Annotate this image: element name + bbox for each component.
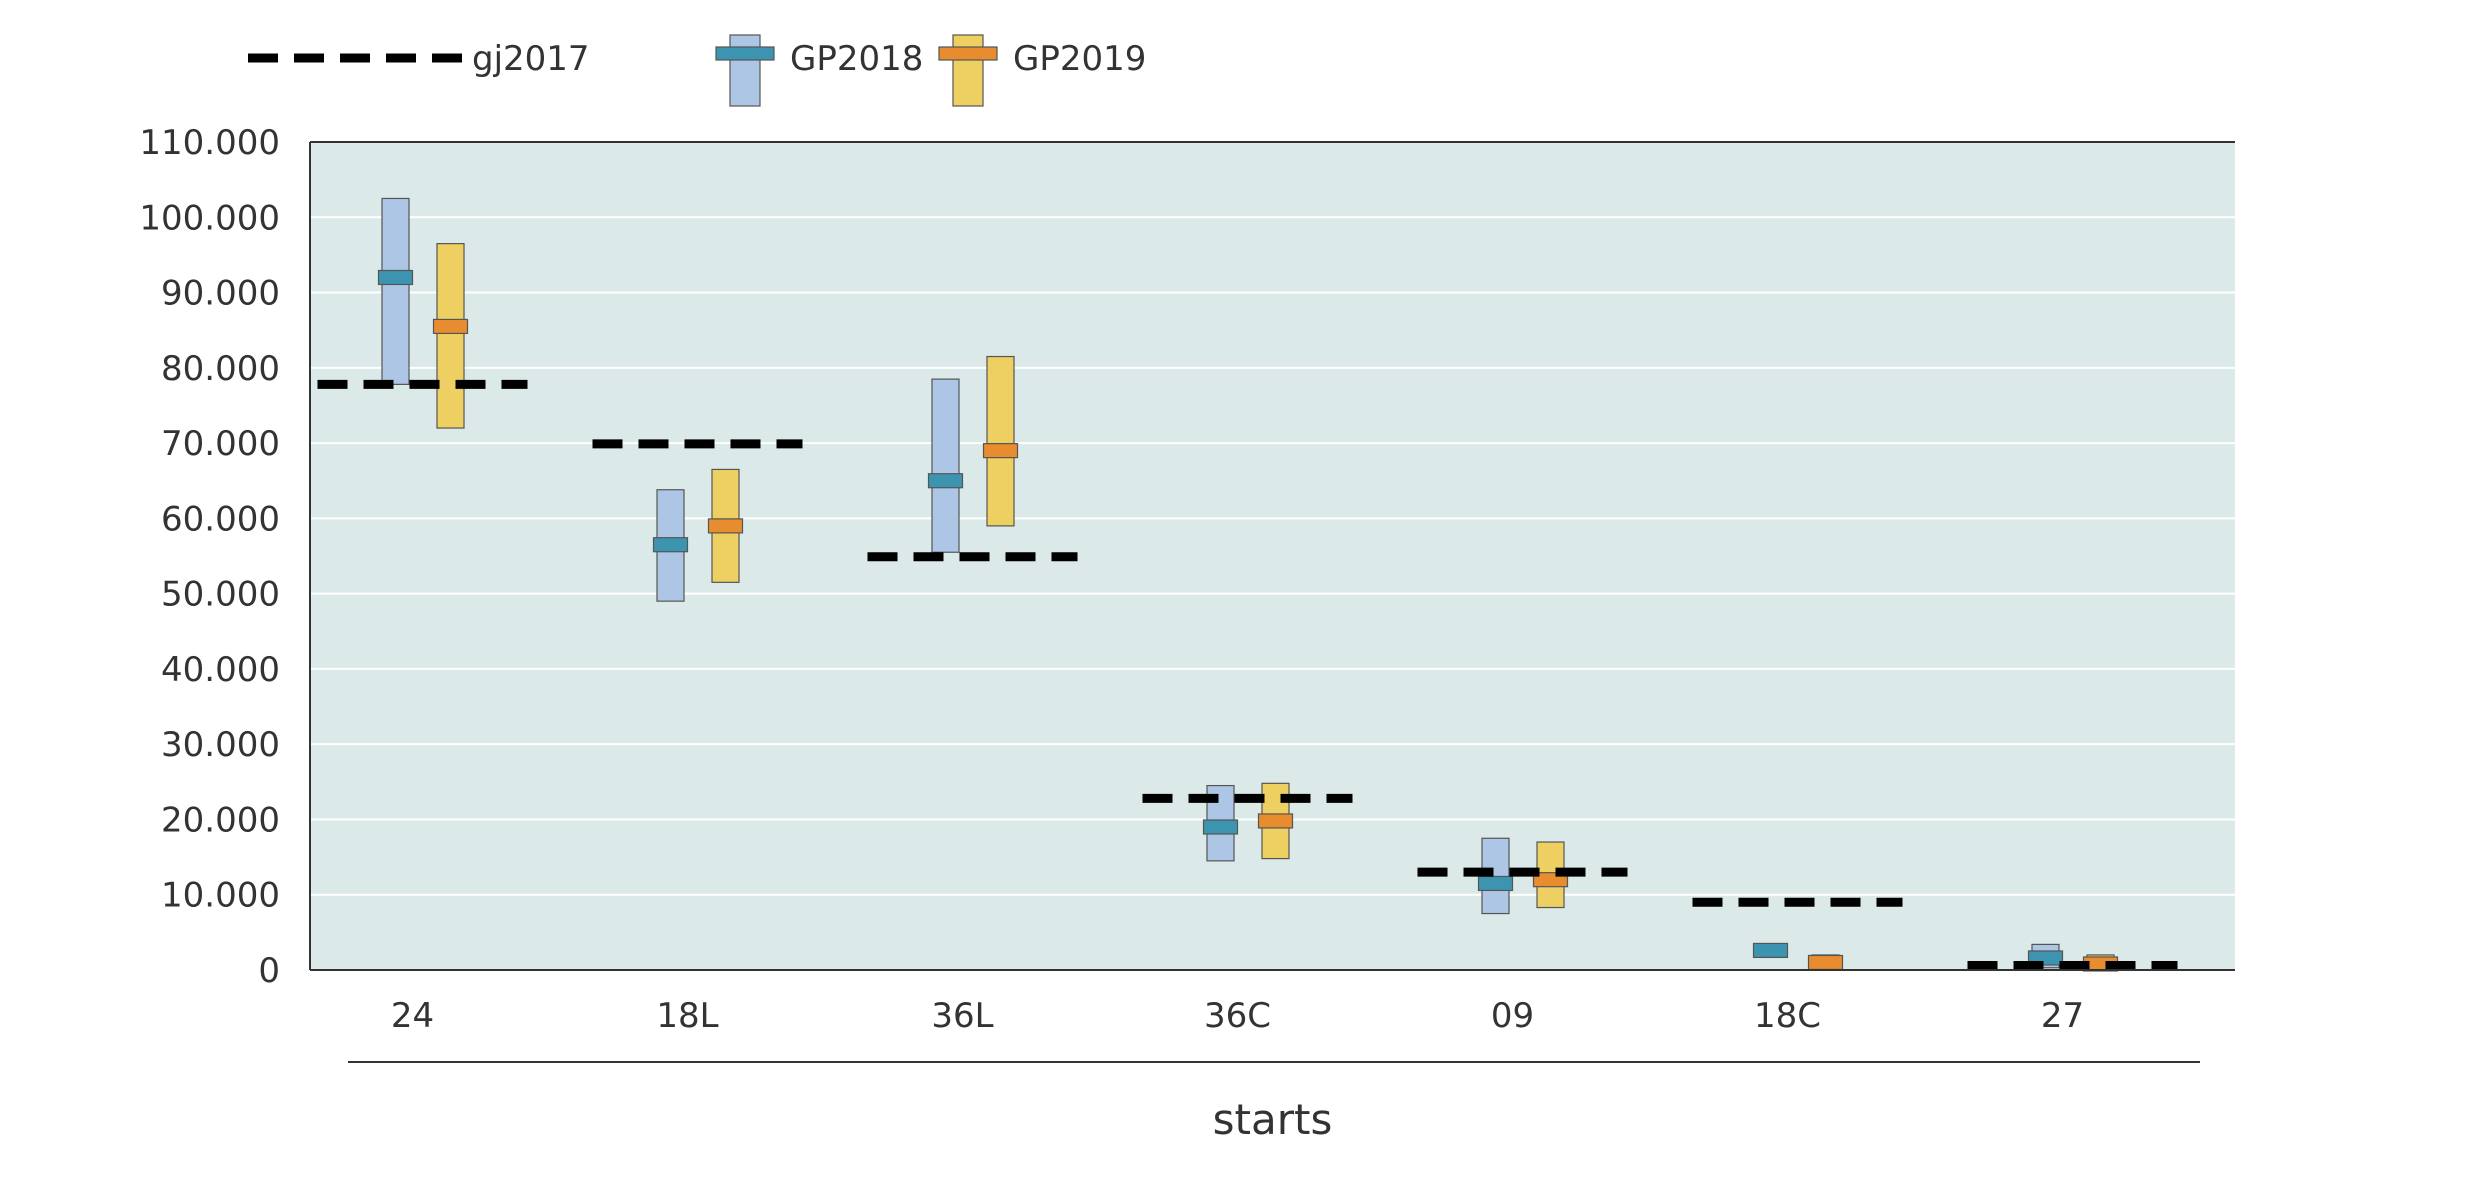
legend: gj2017 GP2018 GP2019 (248, 34, 1146, 107)
chart-marks (317, 197, 2178, 972)
x-tick-label: 18L (656, 996, 718, 1036)
median-marker (707, 518, 744, 534)
legend-label: GP2019 (1013, 39, 1146, 79)
legend-item-GP2019: GP2019 (938, 34, 1146, 107)
range-box (381, 197, 410, 385)
x-tick-label: 36L (931, 996, 993, 1036)
series-GP2019 (432, 243, 2119, 972)
median-marker (1807, 954, 1844, 971)
x-tick-label: 09 (1491, 996, 1534, 1036)
median-marker (432, 318, 469, 335)
legend-swatch (952, 34, 984, 107)
legend-label: gj2017 (472, 39, 590, 79)
y-tick-label: 20.000 (161, 800, 280, 840)
median-marker (927, 473, 964, 489)
legend-label: GP2018 (790, 39, 923, 79)
y-tick-label: 70.000 (161, 424, 280, 464)
series-gj2017 (317, 379, 2178, 970)
range-box (931, 378, 960, 553)
median-marker (1257, 813, 1294, 829)
x-tick-label: 24 (391, 996, 434, 1036)
x-tick-label: 27 (2041, 996, 2084, 1036)
legend-swatch (729, 34, 761, 107)
x-tick-label: 36C (1204, 996, 1271, 1036)
x-axis: 24 18L 36L 36C 09 18C 27 (391, 996, 2084, 1036)
median-marker (1202, 819, 1239, 835)
median-marker (1477, 875, 1514, 892)
x-axis-title: starts (1213, 1095, 1333, 1144)
y-tick-label: 100.000 (139, 198, 280, 238)
y-tick-label: 110.000 (139, 123, 280, 163)
median-marker (377, 269, 414, 286)
legend-marker (715, 46, 775, 61)
x-tick-label: 18C (1754, 996, 1821, 1036)
legend-marker (938, 46, 998, 61)
y-tick-label: 60.000 (161, 499, 280, 539)
median-marker (982, 443, 1019, 459)
y-tick-label: 80.000 (161, 349, 280, 389)
legend-item-gj2017: gj2017 (248, 39, 590, 79)
y-tick-label: 90.000 (161, 274, 280, 314)
axis-lines (309, 141, 2235, 971)
y-tick-label: 10.000 (161, 876, 280, 916)
median-marker (1752, 942, 1789, 959)
y-axis: 0 10.000 20.000 30.000 40.000 50.000 60.000 70.… (139, 123, 280, 991)
range-box (436, 243, 465, 429)
y-tick-label: 30.000 (161, 725, 280, 765)
y-tick-label: 40.000 (161, 650, 280, 690)
range-box (986, 355, 1015, 527)
y-tick-label: 0 (258, 951, 280, 991)
y-tick-label: 50.000 (161, 575, 280, 615)
legend-item-GP2018: GP2018 (715, 34, 923, 107)
median-marker (652, 537, 689, 553)
